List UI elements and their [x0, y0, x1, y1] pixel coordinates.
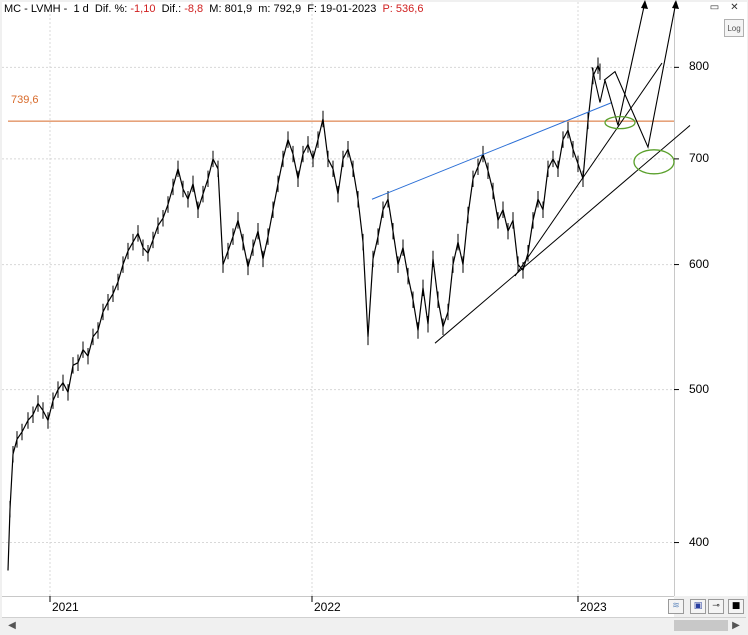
support-trendline-long	[434, 125, 691, 344]
x-tick-label-2022: 2022	[314, 600, 341, 614]
horizontal-line-label: 739,6	[11, 94, 39, 106]
change-label: Dif.:	[161, 3, 182, 15]
projection-arrow-1	[591, 1, 646, 126]
arrowhead-2	[672, 0, 679, 9]
change-value: -8,8	[184, 3, 204, 15]
y-tick-label: 500	[689, 381, 710, 396]
pin-icon[interactable]: ⊸	[708, 599, 724, 614]
low-value: 792,9	[273, 3, 302, 15]
price-axis[interactable]	[674, 2, 747, 596]
y-tick-label: 600	[689, 256, 710, 271]
close-icon[interactable]: ✕	[730, 2, 739, 13]
y-tick-label: 400	[689, 534, 710, 549]
chart-tool-icon[interactable]: ≋	[668, 599, 684, 614]
log-scale-button[interactable]: Log	[724, 19, 744, 37]
y-tick-label: 800	[689, 59, 710, 74]
target-ellipse-2	[633, 149, 675, 175]
support-trendline-short	[514, 62, 663, 277]
low-label: m:	[258, 3, 271, 15]
x-tick-label-2023: 2023	[580, 600, 607, 614]
time-axis[interactable]	[2, 596, 674, 617]
arrowhead-1	[641, 0, 648, 9]
save-icon[interactable]: ▣	[690, 599, 706, 614]
scroll-right-icon[interactable]: ▶	[732, 620, 740, 631]
high-label: M:	[209, 3, 222, 15]
black-square-icon[interactable]: ■	[728, 599, 744, 614]
date-value: 19-01-2023	[320, 3, 377, 15]
scroll-left-icon[interactable]: ◀	[8, 620, 16, 631]
date-label: F:	[307, 3, 317, 15]
scroll-thumb[interactable]	[674, 620, 728, 631]
resistance-trendline	[371, 102, 613, 200]
price-value: 536,6	[395, 3, 424, 15]
horizontal-scrollbar[interactable]: ◀ ▶	[2, 617, 746, 634]
projection-arrow-2	[603, 1, 677, 150]
x-tick-label-2021: 2021	[52, 600, 79, 614]
change-pct-label: Dif. %:	[94, 3, 128, 15]
minimize-icon[interactable]: ▭	[709, 2, 720, 13]
price-label: P:	[382, 3, 393, 15]
plot-area[interactable]	[2, 2, 674, 596]
interval-label: 1 d	[73, 3, 89, 15]
chart-header: MC - LVMH - 1 d Dif. %: -1,10 Dif.: -8,8…	[4, 3, 423, 15]
y-tick-label: 700	[689, 150, 710, 165]
price-series-line	[7, 64, 601, 571]
change-pct-value: -1,10	[130, 3, 156, 15]
target-ellipse-1	[604, 115, 636, 130]
symbol-label: MC - LVMH -	[4, 3, 68, 15]
high-value: 801,9	[224, 3, 253, 15]
